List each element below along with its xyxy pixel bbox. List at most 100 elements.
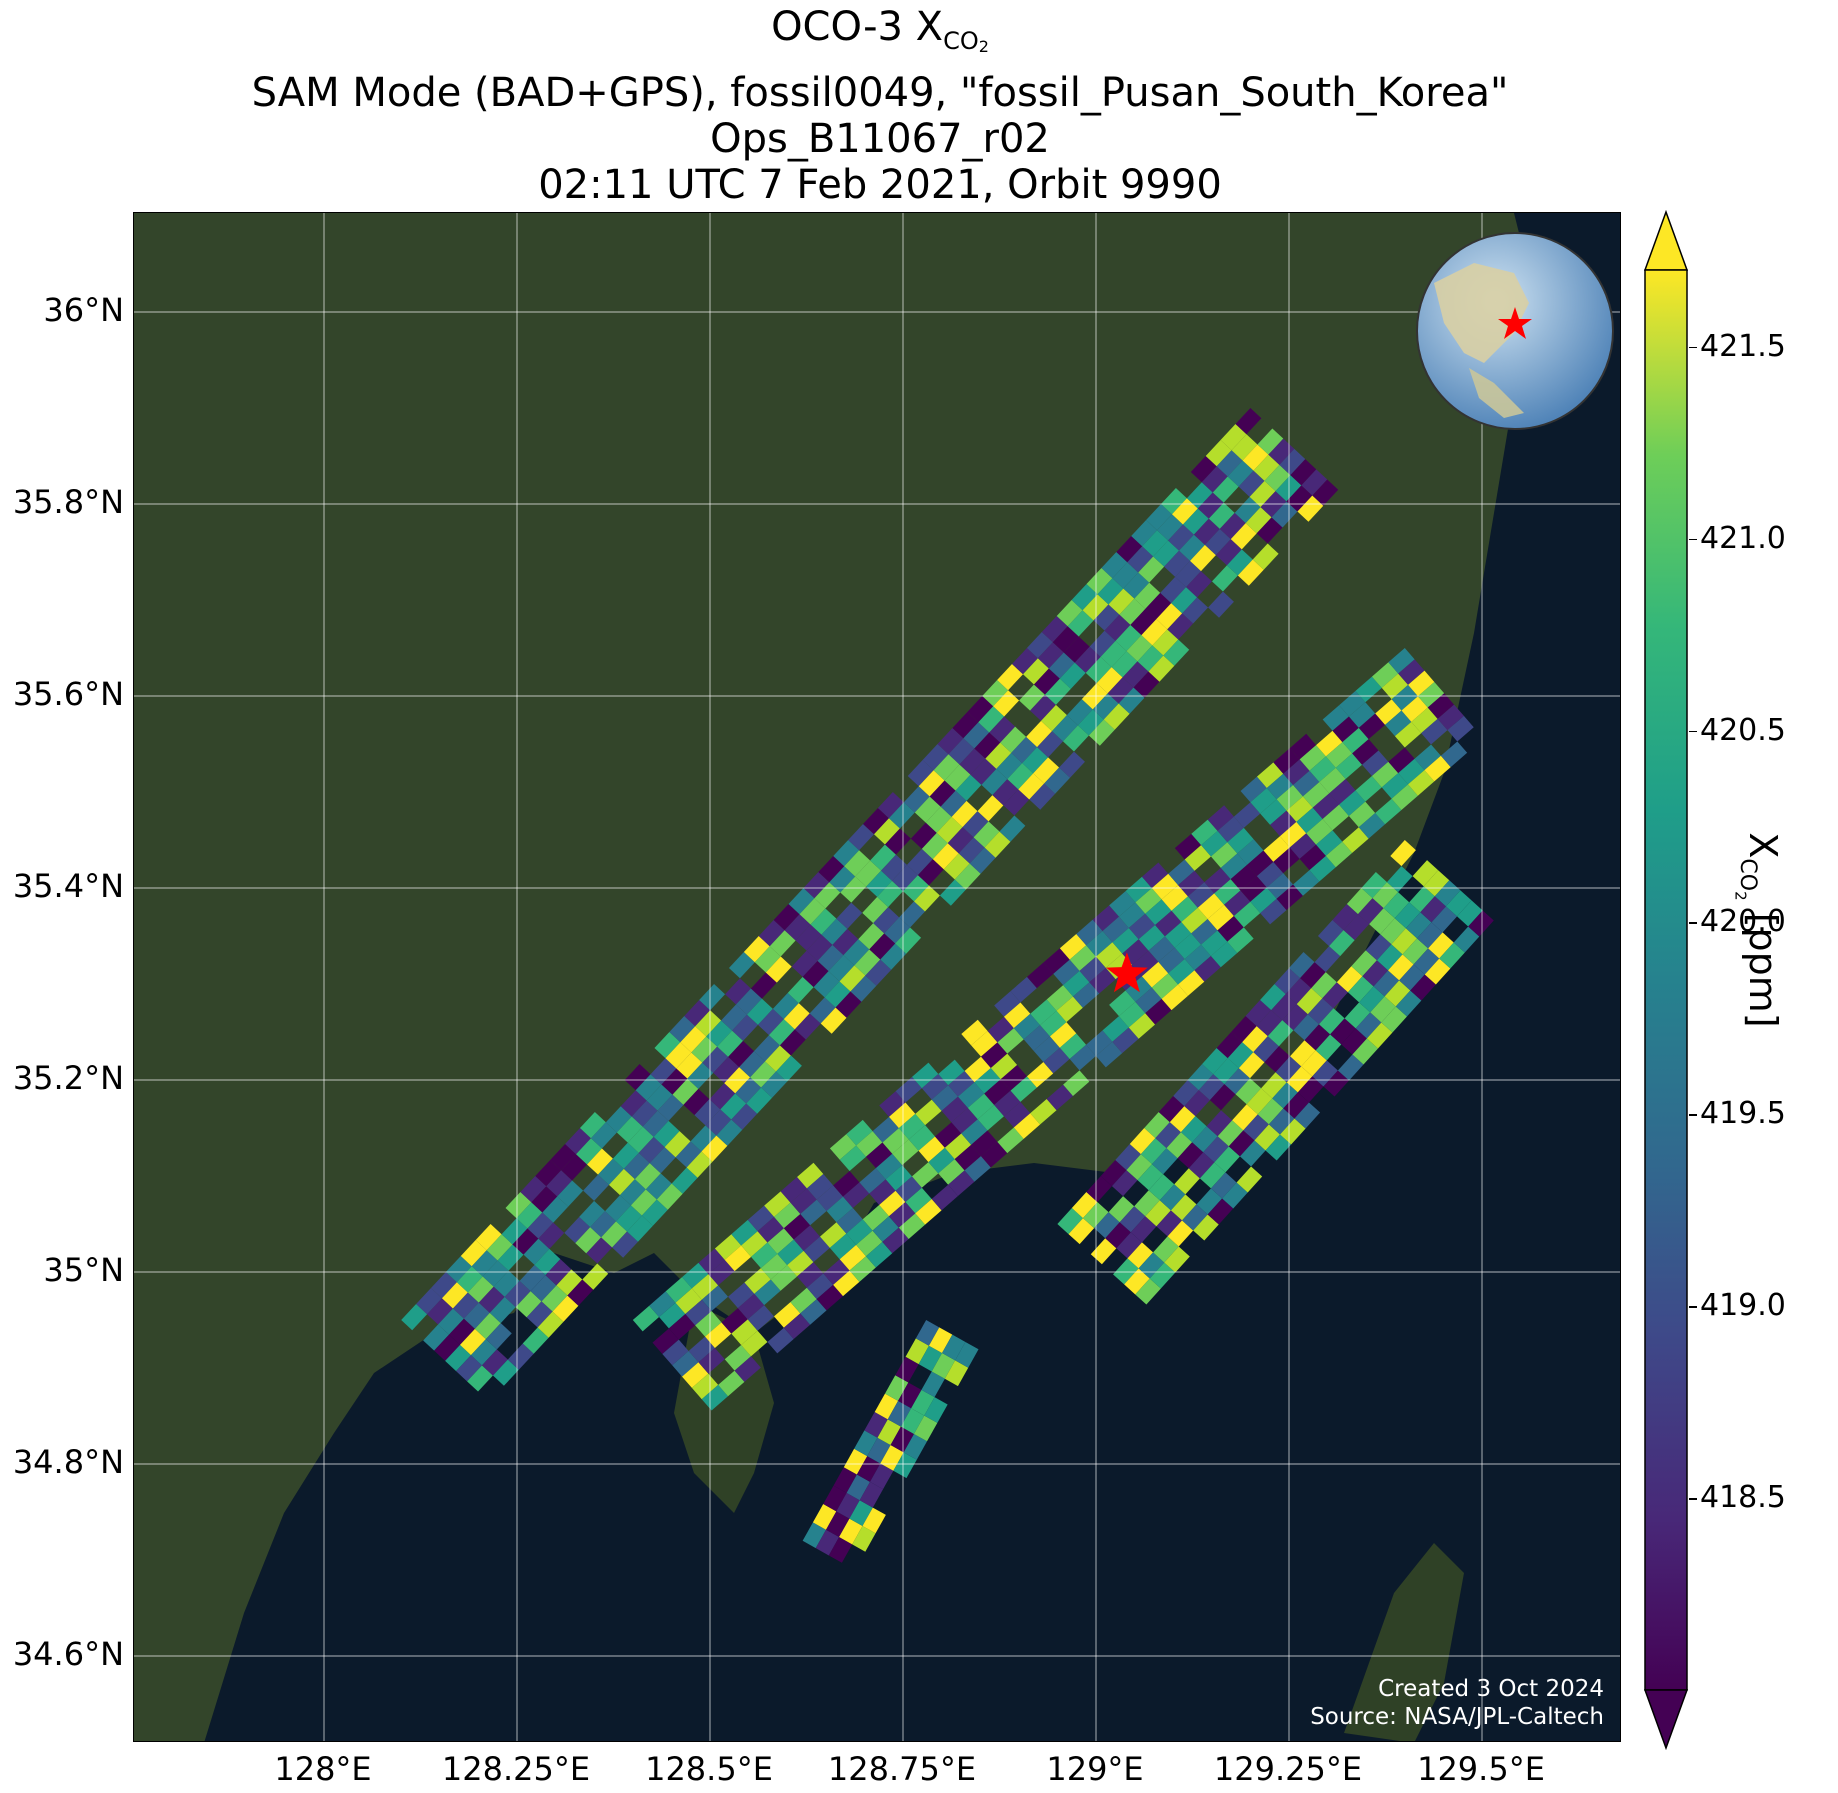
colorbar-gradient bbox=[1644, 269, 1688, 1691]
sounding-cell bbox=[915, 1199, 942, 1225]
sounding-cell bbox=[743, 936, 770, 963]
sounding-cell bbox=[994, 1090, 1021, 1117]
sounding-cell bbox=[587, 1148, 613, 1175]
sounding-cell bbox=[1347, 976, 1374, 1003]
sounding-cell bbox=[1003, 789, 1030, 816]
sounding-cell bbox=[616, 1205, 642, 1232]
sounding-cell bbox=[938, 1059, 965, 1086]
sounding-cell bbox=[791, 950, 818, 977]
sounding-cell bbox=[1049, 1022, 1077, 1048]
sounding-cell bbox=[989, 716, 1016, 743]
sounding-cell bbox=[1273, 847, 1300, 874]
sounding-cell bbox=[456, 1266, 483, 1293]
colorbar-label: XCO2 [ppm] bbox=[1732, 832, 1785, 1028]
sounding-cell bbox=[1119, 1206, 1146, 1233]
sounding-cell bbox=[750, 972, 777, 999]
sounding-cell bbox=[1193, 518, 1220, 545]
sounding-cell bbox=[764, 1191, 791, 1217]
map-panel[interactable]: Created 3 Oct 2024 Source: NASA/JPL-Calt… bbox=[133, 212, 1621, 1742]
sounding-cell bbox=[1094, 1212, 1120, 1239]
sounding-cell bbox=[1155, 910, 1182, 937]
colorbar-tick-label: 418.5 bbox=[1700, 1480, 1786, 1516]
sounding-cell bbox=[981, 768, 1008, 796]
sounding-cell bbox=[731, 1103, 758, 1130]
sounding-cell bbox=[467, 1365, 493, 1392]
sounding-cell bbox=[1122, 661, 1149, 688]
sounding-cell bbox=[512, 1228, 539, 1255]
sounding-cell bbox=[501, 1218, 528, 1245]
sounding-cell bbox=[925, 806, 952, 833]
lat-tick-label: 36°N bbox=[43, 291, 124, 329]
sounding-cell bbox=[746, 1087, 773, 1114]
sounding-cell bbox=[1107, 677, 1134, 704]
sounding-cell bbox=[1323, 1070, 1350, 1097]
sounding-cell bbox=[1226, 549, 1253, 576]
colorbar-extend-max bbox=[1643, 210, 1689, 271]
sounding-cell bbox=[779, 1029, 806, 1056]
sounding-cell bbox=[567, 1279, 594, 1306]
sounding-cell bbox=[1168, 958, 1195, 985]
sounding-cell bbox=[1137, 1164, 1164, 1191]
sounding-cell bbox=[616, 1116, 643, 1143]
sounding-cell bbox=[1059, 1033, 1087, 1060]
sounding-cell bbox=[550, 1144, 577, 1171]
sounding-cell bbox=[1339, 690, 1366, 717]
sounding-cell bbox=[1214, 1146, 1240, 1173]
sounding-cell bbox=[541, 1285, 568, 1312]
sounding-cell bbox=[1352, 739, 1379, 765]
sounding-cell bbox=[438, 1308, 464, 1335]
sounding-cell bbox=[806, 1273, 834, 1300]
sounding-cell bbox=[999, 815, 1026, 842]
sounding-cell bbox=[1188, 1152, 1215, 1179]
sounding-cell bbox=[1113, 1258, 1139, 1285]
sounding-cell bbox=[575, 1227, 602, 1254]
sounding-cell bbox=[1208, 502, 1235, 529]
sounding-cell bbox=[1205, 440, 1232, 467]
sounding-cell bbox=[1245, 1000, 1272, 1027]
sounding-cell bbox=[728, 952, 755, 979]
sounding-cell bbox=[836, 1207, 863, 1234]
sounding-cell bbox=[1153, 1236, 1179, 1263]
sounding-cell bbox=[452, 1292, 479, 1319]
sounding-cell bbox=[1386, 866, 1413, 893]
sounding-cell bbox=[879, 1091, 906, 1117]
sounding-cell bbox=[1194, 955, 1221, 982]
sounding-cell bbox=[686, 1151, 713, 1178]
sounding-cell bbox=[698, 1248, 725, 1275]
sounding-cell bbox=[1371, 662, 1399, 688]
gridlines bbox=[134, 213, 1620, 1741]
sounding-cell bbox=[864, 1412, 888, 1438]
sounding-cell bbox=[1037, 642, 1064, 669]
sounding-cell bbox=[1301, 469, 1328, 496]
sounding-cell bbox=[948, 738, 975, 765]
sounding-cell bbox=[1177, 1142, 1204, 1169]
sounding-cell bbox=[1029, 783, 1056, 810]
sounding-cell bbox=[814, 882, 841, 909]
sounding-cell bbox=[1256, 517, 1283, 544]
sounding-cell bbox=[1276, 884, 1303, 911]
sounding-cell bbox=[1059, 751, 1085, 778]
sounding-cell bbox=[565, 1128, 591, 1155]
sounding-cell bbox=[913, 1415, 938, 1442]
sounding-cell bbox=[1096, 667, 1123, 694]
sounding-cell bbox=[856, 1456, 881, 1482]
sounding-cell bbox=[1297, 1076, 1324, 1103]
sounding-cell bbox=[1250, 887, 1277, 914]
sounding-cell bbox=[1153, 540, 1180, 567]
sounding-cell bbox=[1010, 1076, 1037, 1102]
colorbar-tick-mark bbox=[1689, 730, 1697, 733]
sounding-cell bbox=[646, 1084, 673, 1111]
sounding-cell bbox=[1175, 560, 1202, 588]
sounding-cell bbox=[843, 939, 870, 966]
sounding-cell bbox=[1062, 725, 1089, 752]
sounding-cell bbox=[772, 992, 799, 1020]
sounding-cell bbox=[990, 1053, 1018, 1080]
sounding-cell bbox=[751, 1242, 778, 1269]
sounding-cell bbox=[1306, 818, 1333, 845]
sounding-cell bbox=[1395, 990, 1422, 1017]
sounding-cell bbox=[874, 1393, 899, 1420]
sounding-cell bbox=[1072, 982, 1100, 1008]
sounding-cell bbox=[911, 1162, 939, 1188]
colorbar-tick-mark bbox=[1689, 922, 1697, 924]
sounding-cell bbox=[839, 1518, 863, 1545]
